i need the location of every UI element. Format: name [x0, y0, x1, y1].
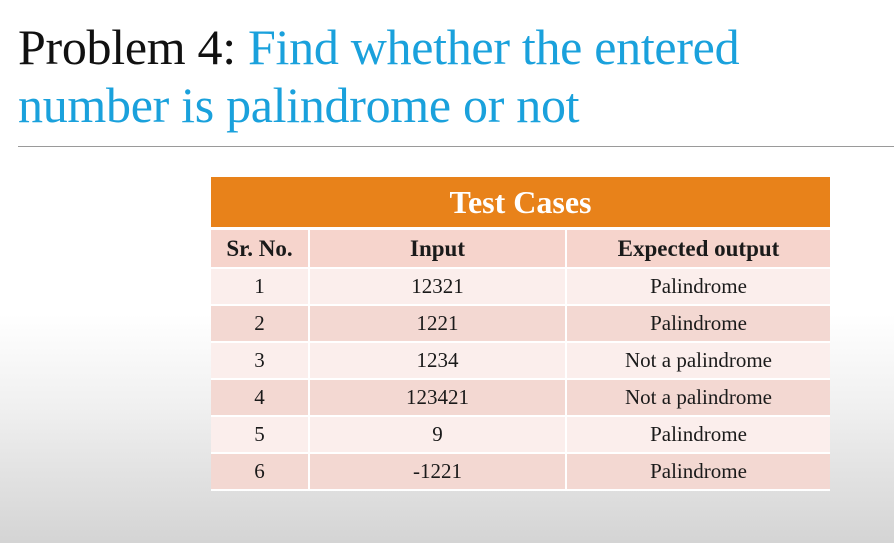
table-caption: Test Cases	[211, 177, 830, 230]
cell-expected-output: Not a palindrome	[566, 379, 830, 417]
test-cases-table: Test Cases Sr. No. Input Expected output…	[211, 177, 830, 491]
cell-input: 123421	[309, 379, 567, 417]
table-header-row: Sr. No. Input Expected output	[211, 228, 830, 269]
cell-sr-no: 1	[211, 268, 310, 306]
cell-expected-output: Not a palindrome	[566, 342, 830, 380]
cell-input: 1221	[309, 305, 567, 343]
cell-sr-no: 5	[211, 416, 310, 454]
cell-expected-output: Palindrome	[566, 268, 830, 306]
table-row: 4 123421 Not a palindrome	[211, 379, 830, 417]
cell-expected-output: Palindrome	[566, 416, 830, 454]
table-row: 2 1221 Palindrome	[211, 305, 830, 343]
title-prefix: Problem 4:	[18, 19, 249, 75]
column-header-sr-no: Sr. No.	[211, 228, 310, 269]
slide-title: Problem 4: Find whether the entered numb…	[18, 18, 878, 134]
cell-sr-no: 6	[211, 453, 310, 491]
title-main: Find whether the entered number is palin…	[18, 19, 740, 133]
cell-input: -1221	[309, 453, 567, 491]
cell-sr-no: 2	[211, 305, 310, 343]
column-header-expected-output: Expected output	[566, 228, 830, 269]
cell-sr-no: 3	[211, 342, 310, 380]
cell-expected-output: Palindrome	[566, 453, 830, 491]
table-caption-row: Test Cases	[211, 177, 830, 230]
cell-input: 1234	[309, 342, 567, 380]
table-row: 1 12321 Palindrome	[211, 268, 830, 306]
column-header-input: Input	[309, 228, 567, 269]
table-row: 5 9 Palindrome	[211, 416, 830, 454]
title-divider	[18, 146, 894, 147]
cell-input: 12321	[309, 268, 567, 306]
cell-sr-no: 4	[211, 379, 310, 417]
table-row: 6 -1221 Palindrome	[211, 453, 830, 491]
cell-expected-output: Palindrome	[566, 305, 830, 343]
table-row: 3 1234 Not a palindrome	[211, 342, 830, 380]
cell-input: 9	[309, 416, 567, 454]
